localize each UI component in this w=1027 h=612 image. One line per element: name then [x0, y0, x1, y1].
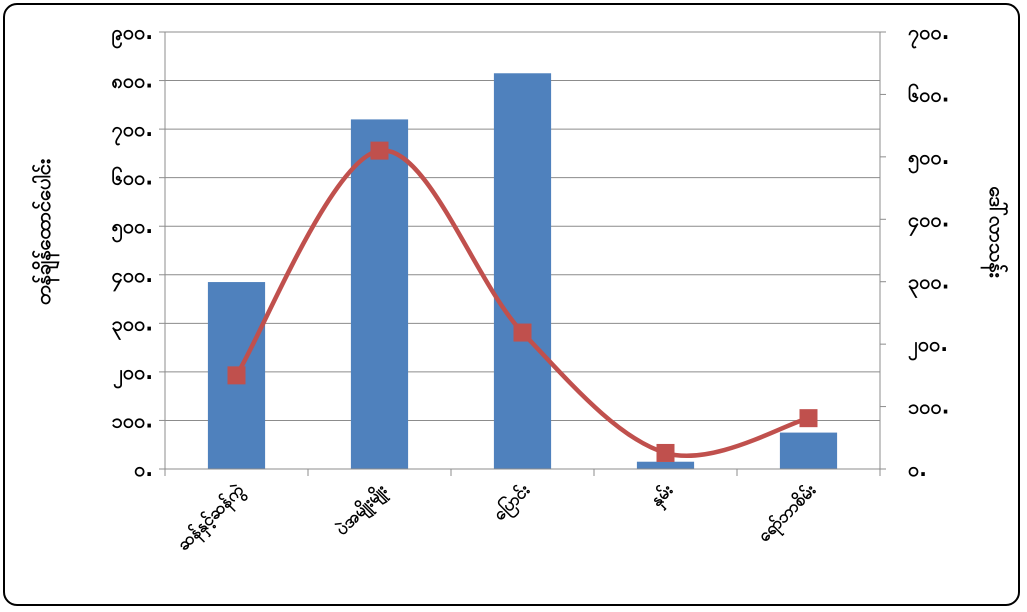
bar: [636, 461, 695, 469]
y-axis-right-title: ဒေါ်လာသန်း: [980, 186, 1009, 277]
y-right-tick-label: ၂၀၀.: [908, 332, 948, 361]
y-left-tick-label: ၆၀၀.: [112, 166, 153, 190]
x-category-label: ပဲအမျိုးမျိုး: [331, 479, 394, 542]
x-category-label: ရော်ဘာစိမ်း: [754, 479, 824, 549]
x-category-label: ပြောင်း: [487, 478, 537, 528]
y-left-tick-label: ၉၀၀.: [112, 20, 153, 49]
x-category-label: ဆန်နှင့်ဆန်ကွဲ: [173, 479, 251, 557]
y-left-tick-label: ၈၀၀.: [111, 69, 153, 93]
line-point-marker: [370, 141, 389, 160]
bar-series: [207, 73, 838, 470]
y-left-tick-label: ၇၀၀.: [112, 117, 153, 146]
bar: [493, 73, 552, 470]
y-left-tick-label: ၁၀၀.: [112, 408, 153, 432]
y-right-tick-label: ၅၀၀.: [908, 145, 949, 174]
y-left-tick-label: ၀.: [134, 457, 153, 481]
y-left-tick-label: ၃၀၀.: [112, 311, 153, 340]
bar: [779, 432, 838, 469]
bar: [350, 119, 409, 470]
line-point-marker: [227, 366, 246, 385]
x-category-label: နှမ်း: [646, 479, 680, 513]
y-right-tick-label: ၇၀၀.: [908, 20, 949, 49]
y-left-tick-label: ၅၀၀.: [112, 214, 153, 243]
y-right-tick-label: ၁၀၀.: [908, 395, 949, 419]
y-right-tick-label: ၆၀၀.: [908, 82, 949, 106]
y-axis-left-title: တန်ချိန်ထောင်ပေါင်း: [31, 159, 60, 305]
line-point-marker: [513, 323, 532, 342]
y-right-tick-label: ၀.: [908, 457, 927, 481]
axes: [159, 31, 886, 476]
y-left-tick-label: ၄၀၀.: [112, 263, 153, 292]
y-left-tick-label: ၂၀၀.: [113, 360, 153, 389]
line-series: [227, 141, 818, 462]
y-right-tick-label: ၄၀၀.: [908, 207, 949, 236]
line-point-marker: [799, 409, 818, 428]
series-line: [234, 148, 811, 459]
line-point-marker: [656, 443, 675, 462]
y-right-tick-label: ၃၀၀.: [908, 270, 949, 299]
